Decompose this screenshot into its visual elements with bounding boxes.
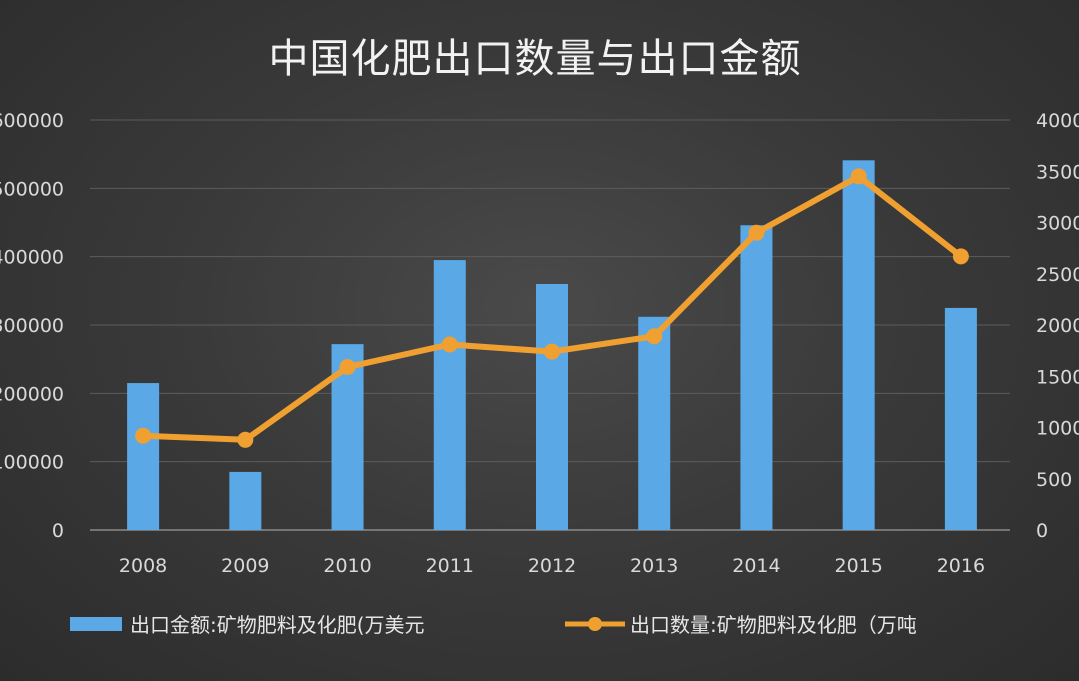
line-point [441, 336, 458, 353]
line-series [135, 168, 969, 448]
line-point [544, 343, 560, 360]
right-tick-label: 2000 [1036, 315, 1079, 337]
bar [536, 284, 568, 530]
x-tick-label: 2013 [630, 555, 678, 577]
legend-bar-label: 出口金额:矿物肥料及化肥(万美元 [130, 613, 425, 637]
bar [638, 316, 671, 530]
left-tick-label: 600000 [0, 110, 64, 132]
left-tick-label: 300000 [0, 315, 64, 337]
left-tick-label: 200000 [0, 383, 64, 405]
legend-line-label: 出口数量:矿物肥料及化肥（万吨 [630, 613, 917, 637]
right-tick-label: 1500 [1036, 366, 1079, 388]
chart-title: 中国化肥出口数量与出口金额 [269, 36, 802, 82]
bar [842, 160, 875, 531]
right-tick-label: 0 [1036, 520, 1048, 542]
right-axis: 0 500 1000 1500 2000 2500 3000 3500 4000 [1036, 110, 1079, 542]
bar [433, 260, 466, 530]
x-tick-label: 2010 [323, 555, 371, 577]
right-tick-label: 2500 [1036, 264, 1079, 286]
right-tick-label: 3500 [1036, 161, 1079, 183]
legend-line-marker [588, 617, 602, 631]
left-axis: 0 100000 200000 300000 400000 500000 600000 [0, 110, 64, 542]
bar [229, 471, 262, 530]
right-tick-label: 3000 [1036, 213, 1079, 235]
line-point [748, 224, 765, 241]
line-point [339, 359, 356, 376]
line-point [135, 427, 152, 444]
x-tick-label: 2015 [834, 555, 882, 577]
left-tick-label: 500000 [0, 178, 64, 200]
left-tick-label: 100000 [0, 452, 64, 474]
x-tick-label: 2014 [732, 555, 780, 577]
legend-bar-swatch [70, 617, 122, 631]
left-tick-label: 400000 [0, 247, 64, 269]
legend: 出口金额:矿物肥料及化肥(万美元 出口数量:矿物肥料及化肥（万吨 [70, 613, 917, 637]
bar [740, 225, 773, 530]
bar [127, 383, 160, 530]
line-point [646, 328, 663, 345]
x-tick-label: 2008 [119, 555, 167, 577]
line-point [850, 168, 867, 185]
bar-series [127, 160, 977, 531]
line-point [952, 248, 969, 265]
right-tick-label: 500 [1036, 469, 1072, 491]
line-point [237, 431, 254, 448]
bar [944, 307, 977, 530]
x-axis: 2008 2009 2010 2011 2012 2013 2014 2015 2016 [119, 555, 985, 577]
x-tick-label: 2011 [426, 555, 474, 577]
left-tick-label: 0 [52, 520, 64, 542]
x-tick-label: 2012 [528, 555, 576, 577]
x-tick-label: 2016 [937, 555, 985, 577]
right-tick-label: 4000 [1036, 110, 1079, 132]
x-tick-label: 2009 [221, 555, 269, 577]
right-tick-label: 1000 [1036, 418, 1079, 440]
